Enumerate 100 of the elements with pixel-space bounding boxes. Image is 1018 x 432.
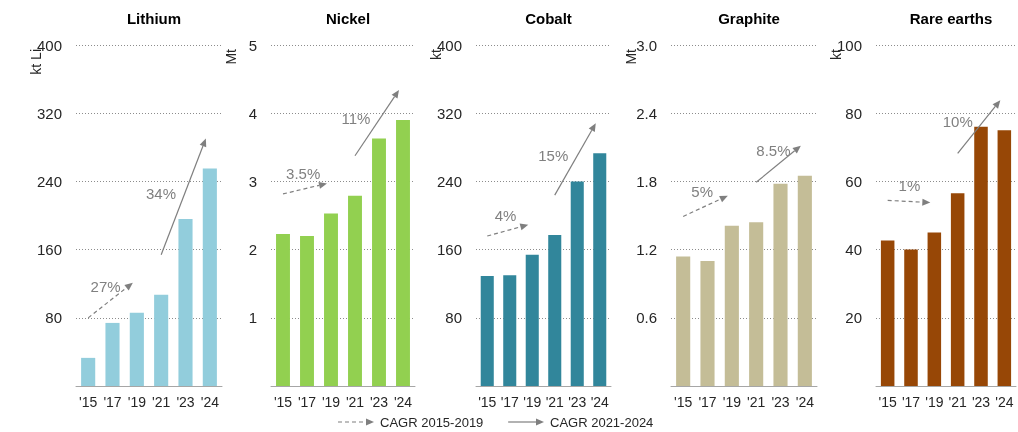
annotation: 1% <box>898 177 921 195</box>
y-tick-label: 1.2 <box>636 241 657 259</box>
bar <box>974 126 988 386</box>
x-tick-label: '24 <box>995 394 1014 410</box>
x-tick-label: '24 <box>393 394 413 410</box>
bar <box>276 233 290 386</box>
y-tick-label: 1 <box>248 309 257 327</box>
x-tick-label: '17 <box>297 394 317 410</box>
x-tick-label: '15 <box>674 394 693 410</box>
y-tick-label: 80 <box>845 104 862 122</box>
chart-title: Rare earths <box>909 10 993 27</box>
x-tick-label: '24 <box>200 394 220 410</box>
x-tick-label: '17 <box>500 394 520 410</box>
annotation: 10% <box>942 113 973 131</box>
x-tick-label: '19 <box>722 394 742 410</box>
y-tick-label: 40 <box>845 241 862 259</box>
chart-title: Graphite <box>718 10 780 27</box>
y-tick-label: 3.0 <box>636 36 657 54</box>
x-tick-label: '19 <box>321 394 341 410</box>
y-tick-label: 320 <box>436 104 462 122</box>
y-tick-label: 20 <box>845 309 862 327</box>
x-tick-label: '17 <box>901 394 921 410</box>
y-tick-label: 80 <box>445 309 462 327</box>
annotation: 15% <box>538 146 569 164</box>
bar <box>749 222 764 386</box>
x-tick-label: '21 <box>545 394 565 410</box>
bar <box>927 232 942 386</box>
x-tick-label: '21 <box>948 394 967 410</box>
annotation: 8.5% <box>756 141 791 159</box>
bar <box>105 322 120 386</box>
x-tick-label: '19 <box>523 394 542 410</box>
y-tick-label: 80 <box>45 309 62 327</box>
bar <box>154 294 169 386</box>
bar <box>480 276 494 386</box>
bar <box>880 240 895 386</box>
bar <box>700 260 715 386</box>
x-tick-label: '23 <box>176 394 195 410</box>
x-tick-label: '21 <box>747 394 766 410</box>
bar <box>396 120 410 386</box>
bar <box>324 213 338 386</box>
text: CAGR 2015-2019 <box>380 414 484 430</box>
bar <box>724 225 739 386</box>
y-tick-label: 1.8 <box>636 172 657 190</box>
y-tick-label: 5 <box>248 36 257 54</box>
y-tick-label: 240 <box>436 172 462 190</box>
annotation: 4% <box>494 206 517 224</box>
bar <box>202 168 217 386</box>
bar <box>676 256 691 386</box>
bar <box>904 249 918 386</box>
y-tick-label: 4 <box>248 104 257 122</box>
y-tick-label: 2.4 <box>636 104 657 122</box>
x-tick-label: '23 <box>568 394 587 410</box>
bar <box>593 153 607 386</box>
bar <box>348 195 362 386</box>
x-tick-label: '19 <box>127 394 147 410</box>
annotation: 27% <box>90 277 121 295</box>
x-tick-label: '24 <box>795 394 815 410</box>
annotation: 11% <box>341 109 371 127</box>
chart-title: Lithium <box>126 10 182 27</box>
y-tick-label: 2 <box>248 241 257 259</box>
bar <box>797 175 812 386</box>
y-tick-label: 60 <box>845 172 862 190</box>
bar <box>503 275 517 386</box>
bar <box>129 312 144 386</box>
x-tick-label: '17 <box>103 394 122 410</box>
bar <box>570 181 584 386</box>
x-tick-label: '15 <box>478 394 497 410</box>
x-tick-label: '19 <box>925 394 944 410</box>
y-tick-label: 3 <box>248 172 257 190</box>
bar <box>525 254 539 386</box>
bar <box>372 138 386 386</box>
bar <box>950 193 965 386</box>
bar <box>300 235 314 386</box>
x-tick-label: '15 <box>273 394 293 410</box>
y-tick-label: 320 <box>36 104 62 122</box>
x-tick-label: '21 <box>152 394 171 410</box>
bar <box>548 235 562 386</box>
y-tick-label: 160 <box>436 241 462 259</box>
annotation: 34% <box>146 185 177 203</box>
chart-title: Nickel <box>325 10 371 27</box>
y-tick-label: 240 <box>36 172 62 190</box>
bar <box>81 357 96 386</box>
x-tick-label: '21 <box>345 394 365 410</box>
x-tick-label: '23 <box>369 394 389 410</box>
x-tick-label: '23 <box>971 394 991 410</box>
y-tick-label: 0.6 <box>636 309 657 327</box>
x-tick-label: '17 <box>698 394 717 410</box>
y-axis-title: Mt <box>223 48 239 65</box>
x-tick-label: '15 <box>79 394 98 410</box>
x-tick-label: '15 <box>878 394 897 410</box>
annotation: 5% <box>691 182 713 200</box>
x-tick-label: '24 <box>590 394 610 410</box>
annotation: 3.5% <box>286 164 321 182</box>
y-tick-label: 160 <box>36 241 62 259</box>
text: CAGR 2021-2024 <box>550 414 654 430</box>
chart-title: Cobalt <box>525 10 572 27</box>
x-tick-label: '23 <box>771 394 790 410</box>
bar <box>178 218 193 386</box>
bar <box>997 130 1012 386</box>
bar <box>773 183 788 386</box>
